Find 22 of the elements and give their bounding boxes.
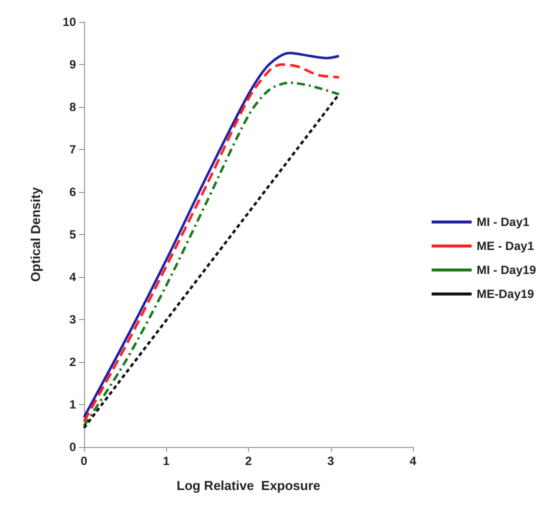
y-tick-label: 7 — [69, 142, 76, 156]
y-tick-label: 4 — [69, 270, 76, 284]
legend-label: ME-Day19 — [476, 287, 534, 301]
y-tick-label: 6 — [69, 185, 76, 199]
legend-label: ME - Day1 — [476, 239, 534, 253]
y-tick-label: 5 — [69, 228, 76, 242]
y-tick-label: 1 — [69, 398, 76, 412]
y-tick-label: 9 — [69, 58, 76, 72]
legend-label: MI - Day19 — [476, 263, 536, 277]
y-tick-label: 2 — [69, 355, 76, 369]
y-tick-label: 3 — [69, 312, 76, 326]
y-tick-label: 0 — [69, 440, 76, 454]
x-tick-label: 0 — [80, 454, 88, 468]
x-tick-label: 4 — [410, 454, 417, 468]
legend-label: MI - Day1 — [476, 215, 530, 229]
x-tick-label: 2 — [245, 454, 252, 468]
y-tick-label: 8 — [69, 100, 76, 114]
y-axis-title: Optical Density — [28, 186, 43, 282]
x-axis-title: Log Relative Exposure — [176, 478, 320, 493]
x-tick-label: 3 — [327, 454, 334, 468]
y-tick-label: 10 — [62, 15, 76, 29]
x-tick-label: 1 — [162, 454, 170, 468]
